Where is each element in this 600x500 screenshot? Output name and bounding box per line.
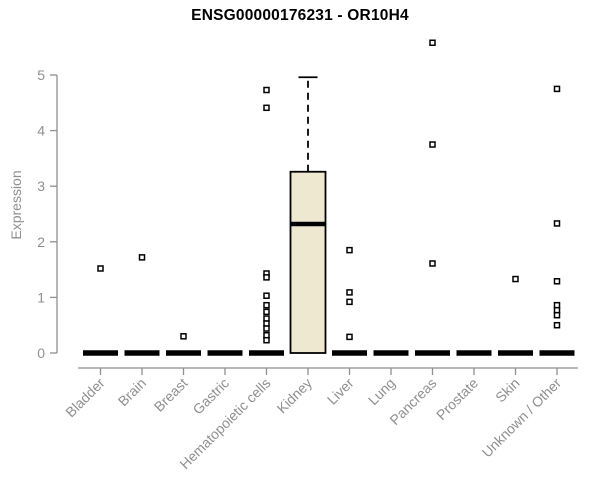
outlier-point [429,141,436,148]
y-tick-label: 0 [37,345,45,361]
flat-box [415,350,450,356]
flat-box [166,350,201,356]
flat-box [207,350,243,356]
outlier-point [553,85,561,93]
outlier-point [553,321,561,329]
outlier-point [553,220,561,227]
outlier-point [346,333,353,341]
x-category-label: Kidney [274,375,316,417]
outlier-point [263,274,270,281]
flat-box [539,350,575,356]
x-category-label: Brain [115,375,149,409]
x-category-label: Unknown / Other [479,375,565,461]
y-tick-label: 3 [37,178,45,194]
flat-box [456,350,492,356]
outlier-point [263,325,270,332]
y-tick-label: 1 [37,289,45,305]
y-tick-label: 4 [37,123,45,139]
outlier-point [346,246,353,254]
outlier-point [263,292,270,299]
x-category-label: Lung [365,375,398,408]
flat-box [83,350,118,356]
outlier-point [263,331,270,339]
box [289,170,327,354]
y-tick-label: 2 [37,234,45,250]
outlier-point [553,311,561,319]
outlier-point [512,275,519,283]
outlier-point [553,306,561,314]
x-category-label: Bladder [62,375,108,421]
flat-box [332,350,367,356]
outlier-point [97,265,104,272]
x-category-label: Skin [492,375,523,406]
outlier-point [429,39,436,47]
outlier-point [263,308,270,316]
outlier-point [263,86,270,94]
outlier-point [553,301,561,309]
y-tick-label: 5 [37,67,45,83]
flat-box [498,350,533,356]
outlier-point [429,260,436,267]
flat-box [249,350,284,356]
x-category-label: Prostate [433,375,481,423]
outlier-point [263,315,270,322]
outlier-point [346,298,353,306]
flat-box [373,350,409,356]
outlier-point [553,278,561,285]
flat-box [124,350,160,356]
outlier-point [263,320,270,327]
outlier-point [346,289,353,296]
outlier-point [263,104,270,112]
x-category-label: Breast [151,375,191,415]
outlier-point [138,254,146,261]
outlier-point [180,333,187,340]
outlier-point [263,301,270,309]
outlier-point [263,336,270,344]
x-category-label: Liver [324,375,357,408]
chart-title: ENSG00000176231 - OR10H4 [191,7,409,24]
